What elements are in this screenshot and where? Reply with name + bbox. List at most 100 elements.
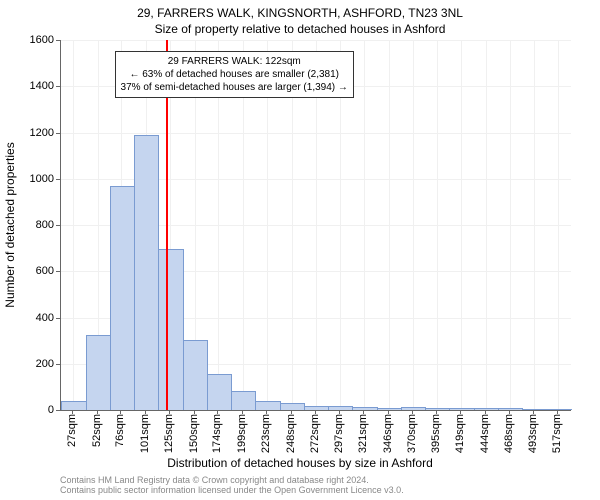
histogram-bar [474,408,499,410]
histogram-bar [377,408,402,410]
histogram-bar [546,409,572,410]
histogram-bar [352,407,378,410]
gridline-v [510,40,511,410]
x-tick-mark [363,410,364,414]
x-axis-label: Distribution of detached houses by size … [0,456,600,470]
x-tick-mark [509,410,510,414]
y-tick-label: 400 [14,312,54,324]
y-tick-mark [56,40,60,41]
annotation-line: 37% of semi-detached houses are larger (… [121,81,348,94]
histogram-bar [328,406,353,410]
y-tick-label: 1000 [14,173,54,185]
x-tick-mark [145,410,146,414]
histogram-bar [231,391,256,411]
chart-subtitle: Size of property relative to detached ho… [0,22,600,36]
y-tick-label: 1600 [14,34,54,46]
x-tick-mark [217,410,218,414]
gridline-v [486,40,487,410]
y-tick-mark [56,271,60,272]
y-tick-label: 1400 [14,80,54,92]
x-tick-label: 76sqm [114,414,126,447]
gridline-v [558,40,559,410]
x-tick-mark [436,410,437,414]
footer-line-2: Contains public sector information licen… [60,485,404,495]
x-tick-mark [266,410,267,414]
gridline-v [461,40,462,410]
chart-title-address: 29, FARRERS WALK, KINGSNORTH, ASHFORD, T… [0,6,600,20]
histogram-bar [110,186,136,410]
y-tick-label: 200 [14,358,54,370]
x-tick-label: 370sqm [406,414,418,453]
histogram-bar [425,408,450,410]
histogram-bar [134,135,159,410]
x-tick-mark [72,410,73,414]
x-tick-mark [97,410,98,414]
histogram-bar [86,335,111,410]
y-tick-mark [56,410,60,411]
histogram-bar [61,401,87,410]
attribution-footer: Contains HM Land Registry data © Crown c… [60,475,404,496]
x-tick-label: 272sqm [309,414,321,453]
y-tick-mark [56,225,60,226]
y-tick-mark [56,86,60,87]
y-tick-mark [56,364,60,365]
x-tick-label: 321sqm [357,414,369,453]
x-tick-label: 444sqm [479,414,491,453]
gridline-v [437,40,438,410]
x-tick-mark [533,410,534,414]
x-tick-label: 248sqm [285,414,297,453]
gridline-v [534,40,535,410]
y-tick-mark [56,179,60,180]
histogram-bar [280,403,305,410]
x-tick-mark [412,410,413,414]
y-tick-label: 600 [14,265,54,277]
histogram-bar [183,340,208,410]
y-tick-mark [56,318,60,319]
histogram-bar [304,406,330,410]
x-tick-label: 297sqm [333,414,345,453]
histogram-bar [207,374,233,410]
plot-area: 29 FARRERS WALK: 122sqm← 63% of detached… [60,40,571,411]
annotation-line: 29 FARRERS WALK: 122sqm [121,55,348,68]
x-tick-label: 517sqm [551,414,563,453]
x-tick-label: 27sqm [66,414,78,447]
x-tick-label: 395sqm [430,414,442,453]
annotation-line: ← 63% of detached houses are smaller (2,… [121,68,348,81]
x-tick-mark [194,410,195,414]
x-tick-label: 199sqm [236,414,248,453]
x-tick-label: 52sqm [91,414,103,447]
y-tick-label: 0 [14,404,54,416]
x-tick-mark [315,410,316,414]
x-tick-mark [242,410,243,414]
y-tick-label: 1200 [14,127,54,139]
x-tick-mark [169,410,170,414]
x-tick-label: 150sqm [188,414,200,453]
histogram-bar [498,408,524,410]
gridline-v [364,40,365,410]
histogram-bar [255,401,281,410]
x-tick-mark [339,410,340,414]
y-tick-mark [56,133,60,134]
x-tick-label: 493sqm [527,414,539,453]
gridline-v [73,40,74,410]
x-tick-label: 125sqm [163,414,175,453]
x-tick-mark [557,410,558,414]
x-tick-mark [388,410,389,414]
x-tick-mark [120,410,121,414]
annotation-box: 29 FARRERS WALK: 122sqm← 63% of detached… [115,51,354,98]
y-tick-label: 800 [14,219,54,231]
gridline-v [413,40,414,410]
x-tick-label: 419sqm [454,414,466,453]
x-tick-label: 101sqm [139,414,151,453]
histogram-bar [401,407,427,410]
property-size-histogram: 29, FARRERS WALK, KINGSNORTH, ASHFORD, T… [0,0,600,500]
x-tick-label: 174sqm [211,414,223,453]
histogram-bar [449,408,475,410]
x-tick-mark [460,410,461,414]
x-tick-mark [291,410,292,414]
x-tick-label: 346sqm [382,414,394,453]
footer-line-1: Contains HM Land Registry data © Crown c… [60,475,404,485]
histogram-bar [522,409,547,410]
histogram-bar [158,249,184,410]
x-tick-label: 468sqm [503,414,515,453]
